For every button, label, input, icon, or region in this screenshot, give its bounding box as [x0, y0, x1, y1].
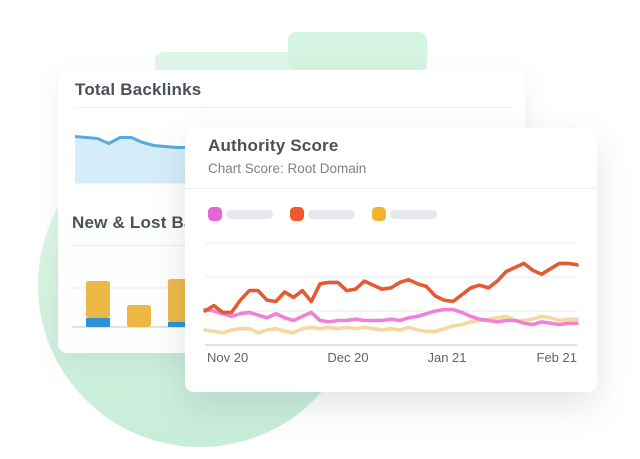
total-backlinks-title: Total Backlinks — [75, 80, 202, 99]
x-axis-label: Jan 21 — [427, 350, 467, 365]
x-axis-label: Feb 21 — [536, 350, 577, 365]
legend-swatch-series-orange — [290, 207, 304, 221]
x-axis-label: Nov 20 — [207, 350, 249, 365]
legend-label-placeholder — [390, 209, 437, 219]
legend-swatch-series-pink — [208, 207, 222, 221]
divider — [185, 188, 597, 189]
authority-score-title: Authority Score — [208, 136, 339, 155]
legend-item-series-yellow — [372, 207, 437, 221]
decor-folder-tab — [288, 32, 427, 70]
authority-score-card: Authority Score Chart Score: Root Domain… — [185, 128, 597, 392]
divider — [75, 107, 512, 108]
chart-legend — [208, 207, 454, 221]
legend-swatch-series-yellow — [372, 207, 386, 221]
legend-label-placeholder — [308, 209, 355, 219]
legend-item-series-orange — [290, 207, 355, 221]
authority-score-subtitle: Chart Score: Root Domain — [208, 161, 367, 176]
x-axis-label: Dec 20 — [327, 350, 369, 365]
legend-item-series-pink — [208, 207, 273, 221]
legend-label-placeholder — [226, 209, 273, 219]
x-axis-labels: Nov 20 Dec 20 Jan 21 Feb 21 — [185, 350, 597, 368]
new-lost-backlinks-title: New & Lost Ba — [72, 213, 194, 232]
